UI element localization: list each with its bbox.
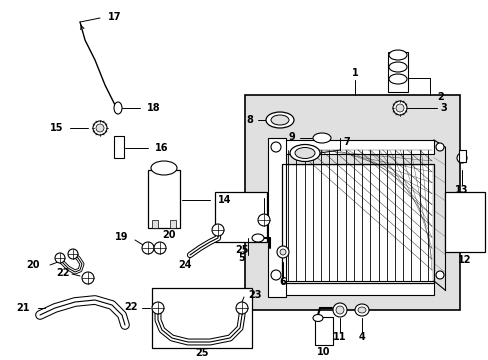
Ellipse shape — [289, 144, 319, 162]
Ellipse shape — [392, 101, 406, 115]
Ellipse shape — [265, 112, 293, 128]
Text: 14: 14 — [218, 195, 231, 205]
Text: 22: 22 — [57, 268, 70, 278]
Circle shape — [68, 249, 78, 259]
Text: 17: 17 — [108, 12, 121, 22]
Text: 19: 19 — [114, 232, 128, 242]
Ellipse shape — [151, 161, 177, 175]
Bar — [152, 220, 158, 228]
Text: 20: 20 — [162, 230, 175, 240]
Bar — [170, 220, 176, 228]
Text: 3: 3 — [439, 103, 446, 113]
Text: 7: 7 — [342, 137, 349, 147]
Text: 25: 25 — [195, 348, 208, 358]
Text: 20: 20 — [26, 260, 40, 270]
Text: 16: 16 — [155, 143, 168, 153]
Circle shape — [55, 253, 65, 263]
Bar — [282, 164, 433, 283]
Circle shape — [152, 302, 163, 314]
Bar — [458, 150, 465, 162]
Bar — [314, 317, 332, 345]
Text: 13: 13 — [454, 185, 468, 195]
Circle shape — [332, 303, 346, 317]
Circle shape — [212, 224, 224, 236]
Bar — [114, 136, 124, 158]
Circle shape — [270, 270, 281, 280]
Ellipse shape — [93, 121, 107, 135]
Text: 8: 8 — [245, 115, 252, 125]
Text: 12: 12 — [457, 255, 471, 265]
Text: 6: 6 — [279, 277, 286, 287]
Bar — [444, 192, 484, 252]
Bar — [282, 140, 433, 154]
Circle shape — [270, 142, 281, 152]
Text: 24: 24 — [178, 260, 191, 270]
Circle shape — [142, 242, 154, 254]
Bar — [267, 138, 285, 297]
Circle shape — [335, 306, 343, 314]
Bar — [215, 192, 266, 242]
Ellipse shape — [388, 62, 406, 72]
Circle shape — [276, 246, 288, 258]
Text: 15: 15 — [49, 123, 63, 133]
Circle shape — [280, 249, 285, 255]
Bar — [152, 288, 251, 348]
Text: 23: 23 — [247, 290, 261, 300]
Text: 11: 11 — [332, 332, 346, 342]
Ellipse shape — [312, 133, 330, 143]
Ellipse shape — [294, 148, 314, 158]
Ellipse shape — [357, 307, 365, 313]
Text: 4: 4 — [358, 332, 365, 342]
Text: 9: 9 — [287, 132, 294, 142]
Circle shape — [258, 214, 269, 226]
Circle shape — [154, 242, 165, 254]
Ellipse shape — [270, 115, 288, 125]
Ellipse shape — [312, 315, 323, 321]
Text: 2: 2 — [436, 92, 443, 102]
Bar — [282, 281, 433, 295]
Text: 21: 21 — [17, 303, 30, 313]
Bar — [148, 170, 180, 228]
Circle shape — [435, 271, 443, 279]
Text: 1: 1 — [351, 68, 358, 78]
Ellipse shape — [96, 124, 104, 132]
Ellipse shape — [388, 50, 406, 60]
Text: 18: 18 — [147, 103, 160, 113]
Text: 22: 22 — [124, 302, 138, 312]
Bar — [244, 95, 459, 310]
Circle shape — [435, 143, 443, 151]
Bar — [387, 52, 407, 92]
Ellipse shape — [395, 104, 403, 112]
Circle shape — [82, 272, 94, 284]
Bar — [284, 166, 431, 281]
Text: 25: 25 — [235, 245, 248, 255]
Text: 10: 10 — [317, 347, 330, 357]
Circle shape — [236, 302, 247, 314]
Ellipse shape — [388, 74, 406, 84]
Ellipse shape — [114, 102, 122, 114]
Ellipse shape — [251, 234, 264, 242]
Text: 5: 5 — [238, 253, 244, 263]
Circle shape — [456, 153, 466, 163]
Ellipse shape — [354, 304, 368, 316]
